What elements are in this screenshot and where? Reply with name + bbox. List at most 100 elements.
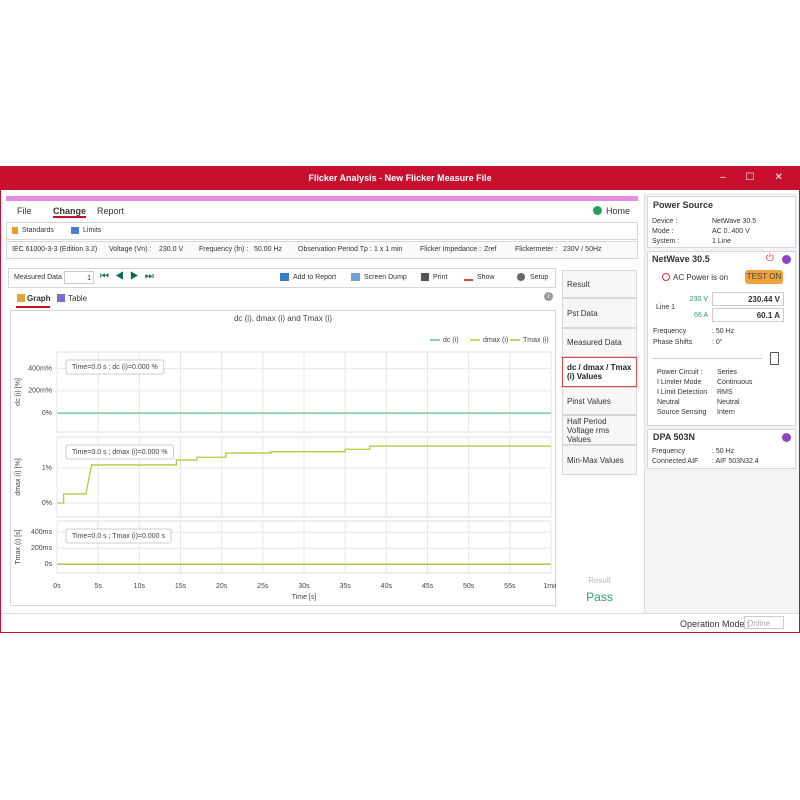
x-tick-label: 5s <box>94 583 102 590</box>
x-tick-label: 35s <box>340 583 352 590</box>
y-tick-label: 0% <box>42 410 52 417</box>
window-controls[interactable]: –☐✕ <box>720 172 800 183</box>
info-label: Observation Period Tp : <box>298 246 372 253</box>
field-value: : AIF 503N32.4 <box>712 458 759 465</box>
home-icon[interactable] <box>593 206 602 215</box>
measured-value: 60.1 A <box>712 308 784 322</box>
field-value: 1 Line <box>712 238 732 245</box>
report-icon <box>280 273 289 281</box>
annotation: Time=0.0 s ; Tmax (i)=0.000 s <box>72 533 165 540</box>
y-axis-label: dmax (i) [%] <box>15 458 22 495</box>
info-label: Frequency (fn) : <box>199 246 249 253</box>
y-tick-label: 400ms <box>31 529 53 536</box>
menu-item[interactable]: Report <box>97 206 125 216</box>
ribbon-item[interactable]: Limits <box>83 227 102 234</box>
field-label: Frequency <box>652 448 686 455</box>
side-tab[interactable]: Pinst Values <box>562 387 637 415</box>
chart-title: dc (i), dmax (i) and Tmax (i) <box>234 314 332 323</box>
side-tab[interactable]: Min-Max Values <box>562 445 637 475</box>
x-tick-label: 55s <box>504 583 516 590</box>
print-icon <box>421 273 429 281</box>
mode-dropdown[interactable]: Online <box>744 616 784 629</box>
legend-label: dc (i) <box>443 337 459 344</box>
device-icon <box>770 352 779 365</box>
annotation: Time=0.0 s ; dc (i)=0.000 % <box>72 364 158 371</box>
result-value: Pass <box>586 590 613 604</box>
toolbar-button[interactable]: Setup <box>530 274 549 281</box>
toolbar-button[interactable]: Print <box>433 274 448 281</box>
field-value: : 0° <box>712 339 723 346</box>
info-bar <box>6 241 638 259</box>
y-axis-label: dc (i) [%] <box>15 378 22 406</box>
side-tab[interactable]: Measured Data <box>562 328 637 357</box>
field-label: Frequency <box>653 328 687 335</box>
x-tick-label: 45s <box>422 583 434 590</box>
section-title: DPA 503N <box>653 432 696 442</box>
side-tab[interactable]: dc / dmax / Tmax (i) Values <box>562 357 637 387</box>
standards-icon <box>12 227 18 234</box>
home-button[interactable]: Home <box>606 206 631 216</box>
field-value: : 50 Hz <box>712 448 735 455</box>
x-tick-label: 15s <box>175 583 187 590</box>
table-icon <box>57 294 65 302</box>
info-value: 50.00 Hz <box>254 246 283 253</box>
field-label: Source Sensing <box>657 409 707 416</box>
x-axis-label: Time [s] <box>292 594 317 601</box>
view-tab[interactable]: Table <box>68 294 88 303</box>
field-label: Phase Shifts <box>653 339 693 346</box>
section-title: NetWave 30.5 <box>652 254 710 264</box>
info-label: Flicker Impedance : <box>420 246 482 253</box>
toolbar-button[interactable]: Add to Report <box>293 274 337 281</box>
data-line <box>57 445 551 504</box>
y-axis-label: Tmax (i) [s] <box>15 529 22 564</box>
y-tick-label: 0s <box>45 561 53 568</box>
toolbar-button[interactable]: Screen Dump <box>364 274 407 281</box>
view-tab[interactable]: Graph <box>27 294 51 303</box>
tab-underline <box>16 306 50 308</box>
field-value: Continuous <box>717 379 753 386</box>
field-label: Mode : <box>652 228 674 235</box>
result-label: Result <box>588 576 611 585</box>
x-tick-label: 10s <box>134 583 146 590</box>
measured-input[interactable]: 1 <box>64 271 94 284</box>
navigation-buttons[interactable]: ⏮◀▶⏭ <box>100 271 160 282</box>
field-label: I Limiter Mode <box>657 379 702 386</box>
field-value: RMS <box>717 389 733 396</box>
menu-item[interactable]: File <box>17 206 32 216</box>
side-tab[interactable]: Half Period Voltage rms Values <box>562 415 637 445</box>
annotation-box <box>65 444 174 460</box>
side-tab[interactable]: Result <box>562 270 637 298</box>
setup-icon <box>517 273 525 281</box>
field-value: : 50 Hz <box>712 328 735 335</box>
power-icon[interactable]: ⏻ <box>766 253 774 264</box>
title-bar <box>0 166 800 190</box>
menu-item[interactable]: Change <box>53 206 87 218</box>
divider <box>652 358 762 359</box>
ribbon-item[interactable]: Standards <box>22 227 54 234</box>
graph-icon <box>17 294 25 302</box>
show-icon <box>464 273 473 281</box>
x-tick-label: 0s <box>53 583 61 590</box>
legend-label: Tmax (i) <box>523 337 549 344</box>
side-tab[interactable]: Pst Data <box>562 298 637 328</box>
ribbon <box>6 222 638 240</box>
chart: dc (i), dmax (i) and Tmax (i) dc (i) dmax … <box>15 314 556 601</box>
dpa-box <box>647 429 796 469</box>
toolbar-button[interactable]: Show <box>477 274 495 281</box>
x-tick-label: 20s <box>216 583 228 590</box>
info-value: 230.0 V <box>159 246 184 253</box>
field-value: Series <box>717 369 737 376</box>
x-tick-label: 25s <box>257 583 269 590</box>
x-tick-label: 30s <box>298 583 310 590</box>
field-value: AC 0..400 V <box>712 228 750 235</box>
limits-icon <box>71 227 79 234</box>
test-button[interactable]: TEST ON <box>745 270 783 284</box>
x-tick-label: 40s <box>381 583 393 590</box>
info-icon[interactable]: i <box>544 292 553 301</box>
y-tick-label: 200ms <box>31 545 53 552</box>
screen-icon <box>351 273 360 281</box>
field-label: Device : <box>652 218 678 225</box>
section-title: Power Source <box>653 200 714 210</box>
